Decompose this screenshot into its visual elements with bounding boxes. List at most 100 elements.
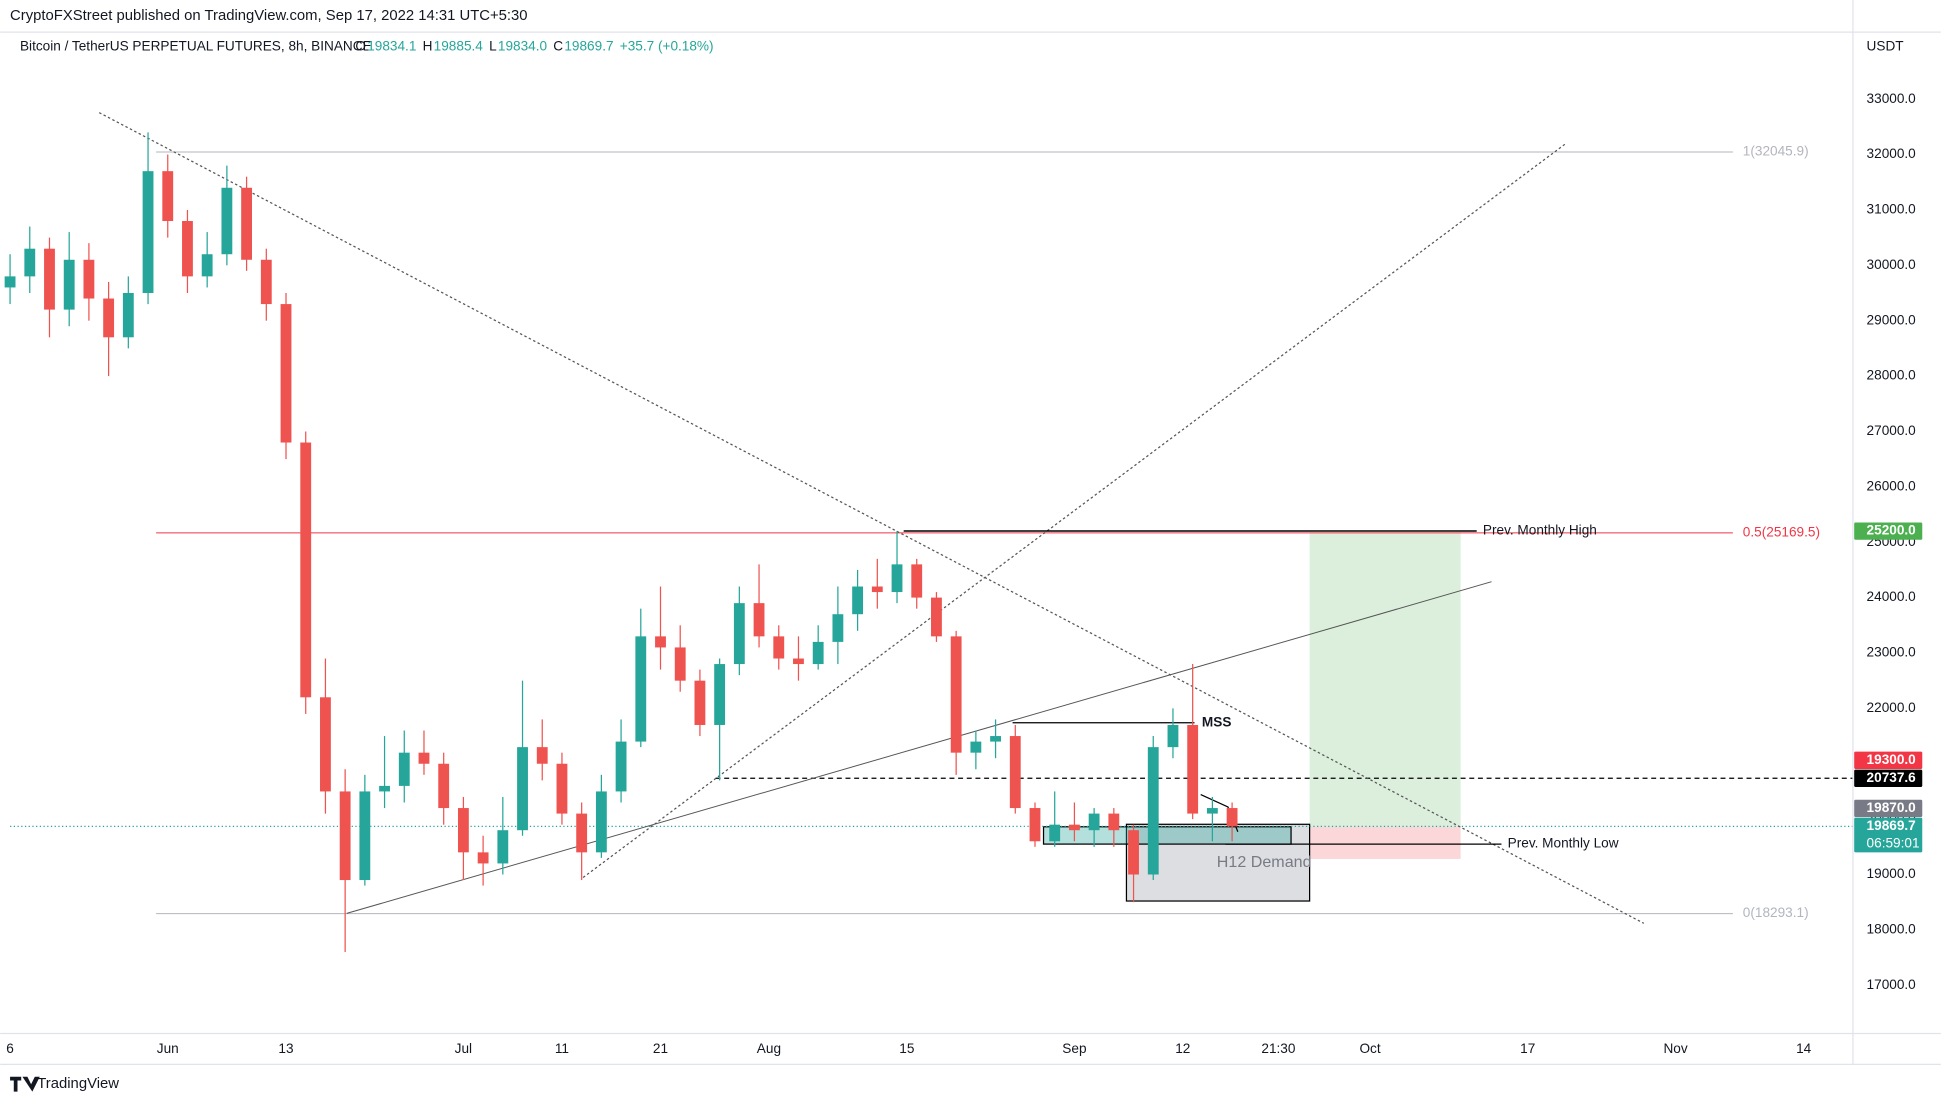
- candle-body: [635, 636, 647, 742]
- x-tick-label: 15: [899, 1041, 914, 1056]
- x-tick-label: Oct: [1359, 1041, 1380, 1056]
- candle-body: [1167, 724, 1179, 748]
- countdown: 06:59:01: [1867, 835, 1920, 850]
- candle-body: [300, 442, 312, 698]
- candle-body: [733, 603, 745, 665]
- ohlc-value: 19834.0: [498, 39, 548, 54]
- x-tick-label: Jun: [157, 1041, 179, 1056]
- x-tick-label: Jul: [455, 1041, 472, 1056]
- candle-body: [812, 641, 824, 665]
- candle-body: [1088, 813, 1100, 831]
- x-tick-label: 14: [1796, 1041, 1812, 1056]
- price-label-box: [1854, 769, 1923, 787]
- price-label-box: [1854, 799, 1923, 818]
- candle-body: [1128, 830, 1139, 875]
- candle-body: [674, 647, 686, 681]
- publisher: CryptoFXStreet published on TradingView.…: [10, 8, 528, 24]
- candle-body: [457, 808, 469, 853]
- candle-body: [418, 752, 430, 764]
- ohlc-key: O: [355, 39, 366, 54]
- y-tick-label: 32000.0: [1867, 146, 1917, 161]
- candle-body: [339, 791, 351, 881]
- candle-body: [852, 586, 864, 615]
- ohlc-value: 19834.1: [367, 39, 416, 54]
- ohlc-key: H: [423, 39, 433, 54]
- x-tick-label: 21:30: [1261, 1041, 1295, 1056]
- y-tick-label: 33000.0: [1867, 91, 1917, 106]
- candle-body: [1206, 808, 1218, 814]
- candle-body: [1068, 824, 1080, 831]
- trend-line: [582, 143, 1567, 879]
- x-tick-label: 12: [1175, 1041, 1190, 1056]
- candle-body: [931, 597, 942, 637]
- candle-body: [201, 254, 213, 277]
- candle-body: [950, 636, 962, 753]
- candle-body: [1187, 724, 1199, 814]
- y-tick-label: 19000.0: [1867, 866, 1917, 881]
- price-label: 19300.0: [1867, 752, 1917, 767]
- y-tick-label: 17000.0: [1867, 977, 1917, 992]
- price-label-box: [1854, 751, 1923, 769]
- order-block: [1042, 826, 1292, 845]
- candle-body: [536, 747, 548, 764]
- ohlc-key: L: [489, 39, 497, 54]
- y-tick-label: 30000.0: [1867, 257, 1917, 272]
- y-tick-label: 28000.0: [1867, 368, 1917, 383]
- candle-body: [871, 586, 883, 593]
- x-tick-label: 17: [1520, 1041, 1535, 1056]
- candle-body: [517, 747, 528, 831]
- background-layer: [10, 151, 1853, 915]
- brand: TradingView: [37, 1076, 119, 1092]
- stop-zone: [1309, 826, 1461, 859]
- candle-body: [379, 785, 390, 792]
- candle-body: [595, 791, 607, 853]
- candle-body: [438, 763, 450, 809]
- candle-body: [970, 741, 982, 753]
- candle-body: [714, 664, 726, 725]
- y-tick-label: 27000.0: [1867, 423, 1917, 438]
- candle-body: [142, 171, 154, 293]
- candle-body: [398, 752, 410, 786]
- x-tick-label: Sep: [1062, 1041, 1086, 1056]
- candle-body: [4, 276, 16, 288]
- candles: [4, 132, 1238, 953]
- fib-label: 1(32045.9): [1743, 144, 1809, 159]
- candle-body: [320, 697, 331, 792]
- candle-body: [162, 171, 174, 221]
- symbol: Bitcoin / TetherUS PERPETUAL FUTURES, 8h…: [20, 39, 372, 54]
- price-label-box: [1854, 522, 1923, 540]
- x-tick-label: Nov: [1663, 1041, 1687, 1056]
- change: +35.7 (+0.18%): [620, 39, 714, 54]
- candle-body: [241, 187, 253, 260]
- price-label: 19869.7: [1867, 818, 1916, 833]
- axis-unit: USDT: [1867, 39, 1904, 54]
- target-zone: [1309, 532, 1461, 827]
- y-tick-label: 24000.0: [1867, 589, 1917, 604]
- candle-body: [556, 763, 568, 814]
- x-tick-label: 11: [555, 1041, 569, 1056]
- fib-label: 0.5(25169.5): [1743, 524, 1820, 539]
- price-label: 20737.6: [1867, 770, 1917, 785]
- y-tick-label: 26000.0: [1867, 478, 1917, 493]
- y-tick-label: 23000.0: [1867, 645, 1917, 660]
- candle-body: [1009, 736, 1021, 809]
- candle-body: [1029, 808, 1041, 842]
- candle-body: [753, 603, 765, 637]
- candle-body: [793, 658, 804, 665]
- candle-body: [576, 813, 588, 853]
- ohlc-value: 19869.7: [564, 39, 613, 54]
- candle-body: [83, 259, 95, 299]
- price-label: 25200.0: [1867, 523, 1917, 538]
- candle-body: [1108, 813, 1120, 831]
- candle-body: [24, 248, 36, 277]
- candle-body: [990, 736, 1001, 742]
- brand-logo: [10, 1076, 40, 1092]
- candle-body: [615, 741, 627, 792]
- candle-body: [221, 187, 233, 255]
- price-label-box: [1854, 817, 1923, 853]
- candle-body: [655, 636, 666, 648]
- candle-body: [1226, 808, 1238, 827]
- candle-body: [280, 304, 292, 443]
